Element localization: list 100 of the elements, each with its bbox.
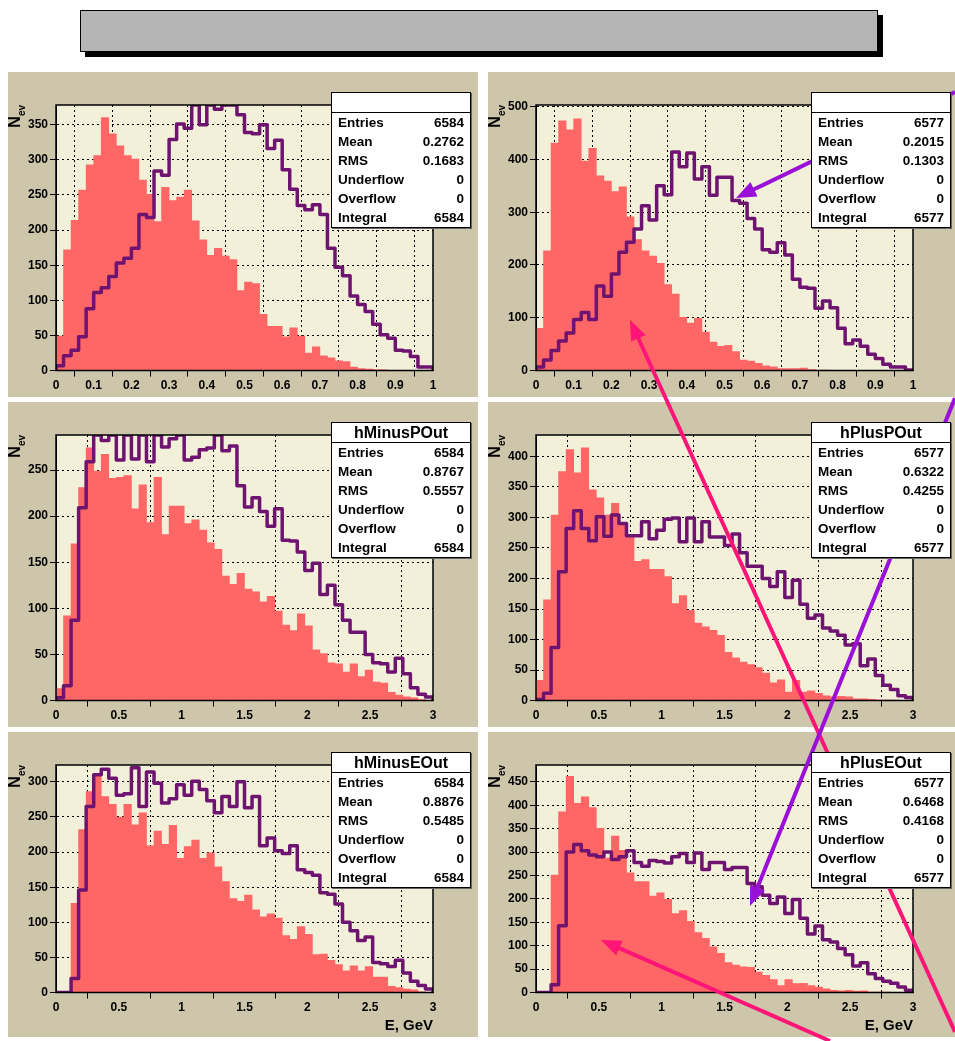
x-tick-label: 0.1 [565,378,583,393]
annotation: Entries [338,774,384,792]
x-tick-label: 1.5 [236,1000,254,1015]
x-tick-label: 1.5 [716,708,734,723]
x-tick-label: 1 [658,1000,666,1015]
y-tick-label: 300 [507,204,529,219]
annotation: Overflow [818,850,876,868]
text: 0 [456,831,464,849]
y-tick-label: 100 [27,914,49,929]
x-tick-label: 0.5 [590,1000,608,1015]
annotation: Mean [818,463,853,481]
y-tick-label: 50 [34,949,49,964]
y-tick-label: 0 [41,692,49,707]
annotation: Integral [818,209,867,227]
x-tick-label: 0.2 [123,378,141,393]
annotation: RMS [338,482,368,500]
annotation: 0.8767 [422,463,464,481]
annotation: Entries [338,444,384,462]
x-tick-label: 0 [52,1000,60,1015]
annotation: RMS [338,812,368,830]
annotation: RMS [338,152,368,170]
annotation: Mean [338,133,373,151]
y-tick-label: 100 [507,631,529,646]
annotation: Entries [818,114,864,132]
annotation: Mean [818,793,853,811]
y-tick-label: 200 [507,891,529,906]
x-tick-label: 0.8 [829,378,847,393]
annotation: Mean [818,133,853,151]
x-tick-label: 2.5 [361,708,379,723]
annotation: Mean [338,463,373,481]
x-tick-label: 1.5 [236,708,254,723]
annotation: 0.1303 [902,152,944,170]
x-tick-label: 1 [658,708,666,723]
x-tick-label: 0.5 [590,708,608,723]
y-tick-label: 150 [507,601,529,616]
annotation: 0.6322 [902,463,944,481]
chart-title: hMinusPOut [332,423,470,443]
y-axis-title: Nev [486,434,507,458]
x-tick-label: 0.6 [273,378,291,393]
x-tick-label: 0.2 [603,378,621,393]
y-tick-label: 400 [507,151,529,166]
x-tick-label: 0.3 [640,378,658,393]
x-tick-label: 2 [303,708,311,723]
x-tick-label: 0.8 [349,378,367,393]
x-axis-title: E, GeV [864,1016,913,1034]
annotation: Entries [818,774,864,792]
y-tick-label: 350 [507,479,529,494]
x-tick-label: 2.5 [841,708,859,723]
x-tick-label: 0 [532,378,540,393]
text: 0 [936,520,944,538]
y-tick-label: 0 [41,984,49,999]
y-tick-label: 300 [27,774,49,789]
y-tick-label: 250 [27,809,49,824]
text: 0 [936,850,944,868]
text: 0 [456,190,464,208]
x-tick-label: 2.5 [361,1000,379,1015]
y-tick-label: 100 [27,600,49,615]
annotation: Overflow [818,190,876,208]
text: 0 [456,501,464,519]
text: 6584 [433,869,464,887]
x-tick-label: 0.6 [753,378,771,393]
x-tick-label: 2 [783,1000,791,1015]
x-tick-label: 0.4 [678,378,696,393]
y-tick-label: 400 [507,797,529,812]
x-tick-label: 0.7 [791,378,809,393]
x-tick-label: 3 [429,708,437,723]
text: 6577 [913,869,944,887]
y-tick-label: 200 [507,570,529,585]
text: 0 [936,171,944,189]
y-tick-label: 50 [514,662,529,677]
y-tick-label: 300 [507,509,529,524]
annotation: Entries [338,114,384,132]
annotation: 0.1683 [422,152,464,170]
text: 0 [936,831,944,849]
annotation: 0.8876 [422,793,464,811]
annotation: 0.4168 [902,812,944,830]
y-tick-label: 50 [34,646,49,661]
y-tick-label: 0 [521,362,529,377]
annotation: RMS [818,152,848,170]
y-tick-label: 100 [507,938,529,953]
y-tick-label: 350 [507,821,529,835]
y-tick-label: 500 [507,98,529,113]
annotation: Underflow [338,831,404,849]
y-tick-label: 0 [521,692,529,707]
annotation: Underflow [818,831,884,849]
y-tick-label: 100 [27,292,49,307]
y-tick-label: 300 [27,152,49,167]
x-tick-label: 3 [909,708,917,723]
x-tick-label: 0.4 [198,378,216,393]
x-tick-label: 0 [532,1000,540,1015]
y-tick-label: 300 [507,844,529,859]
x-tick-label: 0.9 [866,378,884,393]
chart-title: hPlusEOut [812,753,950,773]
x-tick-label: 0.3 [160,378,178,393]
y-tick-label: 450 [507,774,529,789]
annotation: Overflow [338,520,396,538]
text: 0 [456,520,464,538]
chart-title: hMinusEOut [332,753,470,773]
y-tick-label: 0 [41,362,49,377]
x-tick-label: 0 [52,378,60,393]
